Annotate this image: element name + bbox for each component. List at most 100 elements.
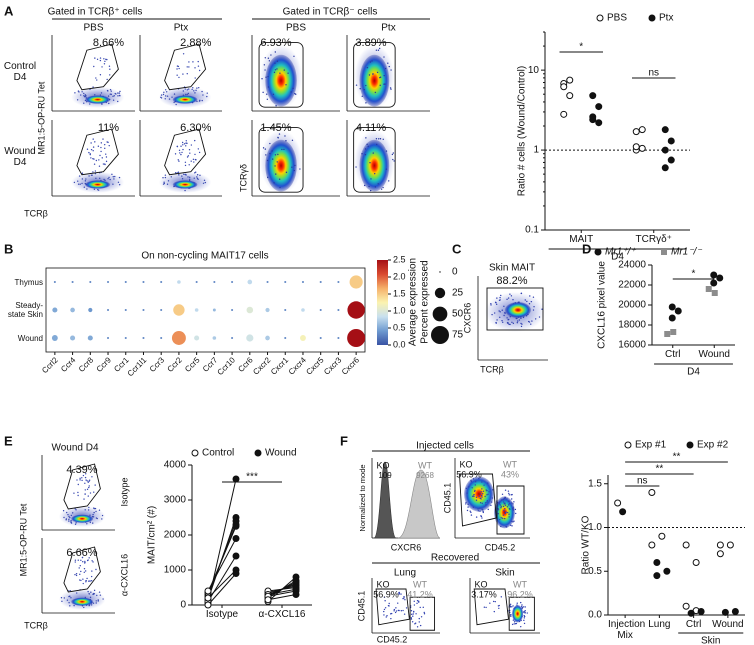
event-dot xyxy=(110,90,112,92)
event-dot xyxy=(187,88,190,90)
event-dot xyxy=(541,308,543,310)
size-legend-dot xyxy=(432,306,448,322)
event-dot xyxy=(501,319,503,322)
event-dot xyxy=(92,513,94,516)
event-dot xyxy=(520,625,522,628)
y-tick-label: 20000 xyxy=(618,300,646,311)
gate xyxy=(164,128,207,176)
population-label: KO xyxy=(376,460,389,470)
event-dot xyxy=(113,178,115,180)
event-dot xyxy=(510,614,512,616)
event-dot xyxy=(481,502,483,505)
event-dot xyxy=(366,66,369,69)
legend-marker xyxy=(254,449,262,457)
event-dot xyxy=(88,151,90,154)
dot xyxy=(247,279,253,285)
dot xyxy=(231,280,234,284)
density xyxy=(265,54,297,107)
event-dot xyxy=(520,325,523,328)
event-dot xyxy=(104,163,106,165)
event-dot xyxy=(411,621,414,623)
dot xyxy=(566,92,574,100)
row-label: α-CXCL16 xyxy=(119,554,129,596)
event-dot xyxy=(93,589,96,592)
event-dot xyxy=(101,66,103,68)
event-dot xyxy=(187,92,190,95)
event-dot xyxy=(183,143,186,145)
event-dot xyxy=(294,92,296,95)
event-dot xyxy=(83,92,85,95)
event-dot xyxy=(74,508,76,510)
legend-marker xyxy=(686,441,694,449)
event-dot xyxy=(189,176,191,178)
event-dot xyxy=(402,609,404,612)
y-tick-label: 1000 xyxy=(164,565,187,576)
event-dot xyxy=(386,615,388,617)
x-tick-label: Ccr10 xyxy=(216,355,238,377)
event-dot xyxy=(85,178,87,180)
dot xyxy=(106,336,110,340)
event-dot xyxy=(384,607,387,609)
dot xyxy=(595,119,603,127)
event-dot xyxy=(496,297,498,299)
significance-label: ns xyxy=(637,476,648,487)
event-dot xyxy=(81,479,83,482)
event-dot xyxy=(96,58,99,61)
event-dot xyxy=(97,599,99,601)
event-dot xyxy=(80,579,82,582)
event-dot xyxy=(272,93,275,96)
dot xyxy=(668,303,676,311)
event-dot xyxy=(498,310,500,312)
event-dot xyxy=(398,592,400,594)
size-legend-dot xyxy=(434,287,446,299)
event-dot xyxy=(479,510,481,512)
event-dot xyxy=(504,507,506,510)
event-dot xyxy=(91,560,93,562)
event-dot xyxy=(70,522,73,524)
dot xyxy=(667,137,675,145)
event-dot xyxy=(86,577,88,580)
dot xyxy=(716,274,724,282)
y-tick-label: 4000 xyxy=(164,460,187,471)
event-dot xyxy=(109,68,111,70)
event-dot xyxy=(379,84,381,87)
event-dot xyxy=(162,93,165,96)
event-dot xyxy=(99,59,102,62)
dot xyxy=(697,608,705,615)
x-tick-label: Ccr5 xyxy=(183,355,202,374)
event-dot xyxy=(481,508,483,510)
event-dot xyxy=(192,86,194,89)
event-dot xyxy=(81,178,84,180)
event-dot xyxy=(84,94,87,96)
gate-percent: 3.89% xyxy=(355,37,386,49)
event-dot xyxy=(373,172,376,175)
plot-title: Skin MAIT xyxy=(489,263,535,274)
event-dot xyxy=(102,163,105,165)
y-axis-label: MR1:5-OP-RU Tet xyxy=(36,81,46,154)
event-dot xyxy=(109,178,111,181)
event-dot xyxy=(185,145,187,147)
event-dot xyxy=(266,176,269,179)
event-dot xyxy=(199,99,201,102)
event-dot xyxy=(82,578,84,580)
event-dot xyxy=(184,189,186,192)
gate-percent: 1.45% xyxy=(260,122,291,134)
event-dot xyxy=(390,617,392,620)
event-dot xyxy=(167,180,170,182)
y-tick-label: 22000 xyxy=(618,280,646,291)
event-dot xyxy=(508,513,510,515)
event-dot xyxy=(77,183,80,185)
event-dot xyxy=(273,182,275,184)
event-dot xyxy=(194,139,196,142)
event-dot xyxy=(378,47,381,50)
legend-marker xyxy=(624,441,632,449)
event-dot xyxy=(94,57,96,59)
event-dot xyxy=(118,183,121,186)
event-dot xyxy=(69,605,71,607)
event-dot xyxy=(77,180,79,182)
event-dot xyxy=(493,312,496,314)
legend-marker xyxy=(596,14,604,22)
event-dot xyxy=(90,142,92,144)
event-dot xyxy=(109,89,112,91)
dot xyxy=(347,301,365,319)
